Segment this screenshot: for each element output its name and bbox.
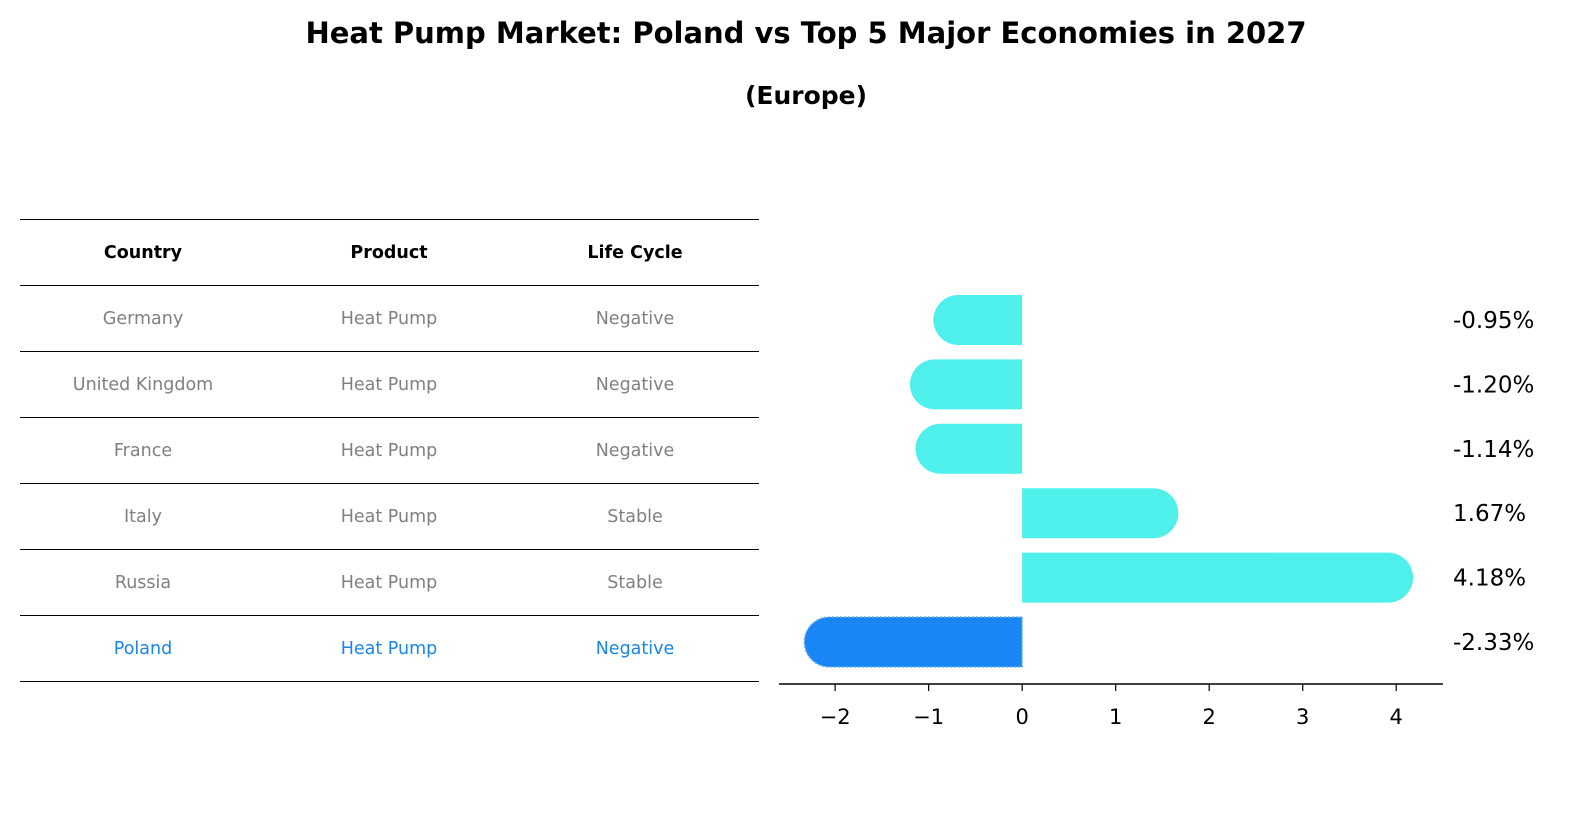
bar-france <box>915 423 1023 474</box>
data-label: 1.67% <box>1453 501 1526 527</box>
table-rule <box>20 219 759 220</box>
header-country: Country <box>103 242 183 263</box>
product-cell: Heat Pump <box>340 440 438 461</box>
country-cell: France <box>113 440 173 461</box>
product-cell: Heat Pump <box>340 638 438 659</box>
table-rule <box>20 615 759 616</box>
life-cycle-cell: Stable <box>607 506 663 527</box>
x-tick-label: 0 <box>1015 705 1028 729</box>
table-rule <box>20 285 759 286</box>
life-cycle-cell: Stable <box>607 572 663 593</box>
table-rule <box>20 483 759 484</box>
table-rule <box>20 417 759 418</box>
product-cell: Heat Pump <box>340 572 438 593</box>
x-tick-label: 1 <box>1109 705 1122 729</box>
country-cell: Germany <box>102 308 184 329</box>
x-tick-label: 2 <box>1203 705 1216 729</box>
comparison-table: Country Product Life Cycle Germany Heat … <box>20 219 759 682</box>
bar-poland <box>803 616 1023 668</box>
table-rule <box>20 549 759 550</box>
table-row: France Heat Pump Negative <box>20 418 759 483</box>
bar-united-kingdom <box>909 359 1023 410</box>
table-header-row: Country Product Life Cycle <box>20 220 759 285</box>
life-cycle-cell: Negative <box>595 308 675 329</box>
chart-subtitle: (Europe) <box>744 81 868 110</box>
country-cell: Russia <box>114 572 172 593</box>
data-label: 4.18% <box>1453 566 1526 592</box>
country-cell: United Kingdom <box>72 374 214 395</box>
bar-italy <box>1022 488 1179 539</box>
table-rule <box>20 351 759 352</box>
life-cycle-cell: Negative <box>595 638 675 659</box>
life-cycle-cell: Negative <box>595 440 675 461</box>
header-life-cycle: Life Cycle <box>587 242 683 263</box>
chart-title: Heat Pump Market: Poland vs Top 5 Major … <box>305 16 1307 50</box>
product-cell: Heat Pump <box>340 308 438 329</box>
data-label: -1.20% <box>1453 372 1534 398</box>
x-tick-label: −2 <box>820 705 851 729</box>
table-row: Russia Heat Pump Stable <box>20 550 759 615</box>
table-row: Italy Heat Pump Stable <box>20 484 759 549</box>
data-label: -2.33% <box>1453 630 1534 656</box>
data-label: -0.95% <box>1453 308 1534 334</box>
header-product: Product <box>350 242 428 263</box>
table-row-highlighted: Poland Heat Pump Negative <box>20 616 759 681</box>
bar-russia <box>1022 552 1414 603</box>
x-tick-label: −1 <box>913 705 944 729</box>
data-label: -1.14% <box>1453 437 1534 463</box>
x-tick-label: 3 <box>1296 705 1309 729</box>
table-row: Germany Heat Pump Negative <box>20 286 759 351</box>
product-cell: Heat Pump <box>340 374 438 395</box>
x-tick-label: 4 <box>1390 705 1403 729</box>
bar-germany <box>933 295 1023 345</box>
country-cell: Italy <box>124 506 162 527</box>
country-cell: Poland <box>113 638 173 659</box>
table-row: United Kingdom Heat Pump Negative <box>20 352 759 417</box>
table-rule <box>20 681 759 682</box>
life-cycle-cell: Negative <box>595 374 675 395</box>
product-cell: Heat Pump <box>340 506 438 527</box>
